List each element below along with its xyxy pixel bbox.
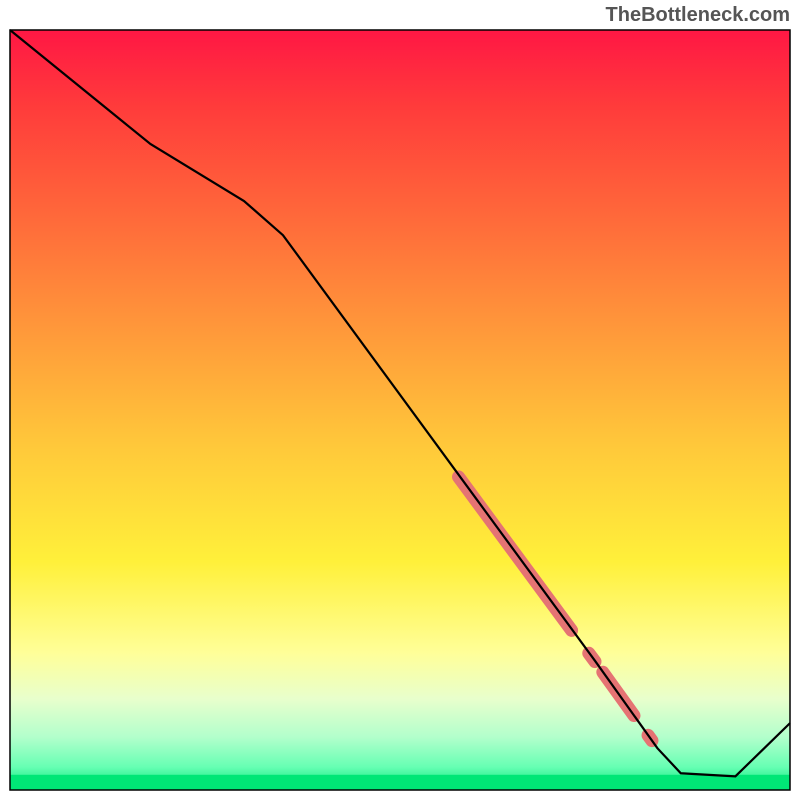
- bottleneck-chart: [0, 0, 800, 800]
- chart-container: TheBottleneck.com: [0, 0, 800, 800]
- bottom-green-band: [10, 775, 790, 790]
- watermark-text: TheBottleneck.com: [606, 4, 790, 27]
- plot-area: [10, 30, 790, 790]
- gradient-background: [10, 30, 790, 790]
